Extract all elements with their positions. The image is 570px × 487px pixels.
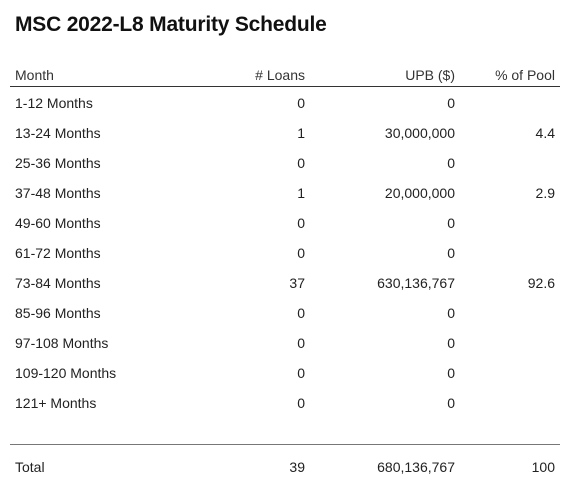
cell-loans: 37 [289, 275, 305, 291]
column-header-pct: % of Pool [495, 67, 555, 83]
cell-month: 37-48 Months [15, 185, 101, 201]
cell-month: 1-12 Months [15, 95, 93, 111]
table-row: 109-120 Months 0 0 [10, 358, 560, 388]
cell-month: 97-108 Months [15, 335, 109, 351]
cell-month: 121+ Months [15, 395, 97, 411]
cell-upb: 0 [447, 245, 455, 261]
column-header-loans: # Loans [255, 67, 305, 83]
page-title: MSC 2022-L8 Maturity Schedule [15, 13, 327, 36]
cell-pct: 4.4 [535, 125, 555, 141]
cell-loans: 0 [297, 395, 305, 411]
cell-upb: 0 [447, 305, 455, 321]
cell-pct: 92.6 [527, 275, 555, 291]
table-row: 13-24 Months 1 30,000,000 4.4 [10, 118, 560, 148]
cell-month: 49-60 Months [15, 215, 101, 231]
cell-pct: 2.9 [535, 185, 555, 201]
cell-loans: 0 [297, 335, 305, 351]
cell-upb: 20,000,000 [384, 185, 455, 201]
cell-loans: 0 [297, 305, 305, 321]
cell-month: 61-72 Months [15, 245, 101, 261]
table-row: 61-72 Months 0 0 [10, 238, 560, 268]
table-total-row: Total 39 680,136,767 100 [10, 444, 560, 487]
cell-month: 109-120 Months [15, 365, 117, 381]
total-upb: 680,136,767 [377, 459, 455, 475]
table-row: 97-108 Months 0 0 [10, 328, 560, 358]
table-row: 73-84 Months 37 630,136,767 92.6 [10, 268, 560, 298]
table-row: 37-48 Months 1 20,000,000 2.9 [10, 178, 560, 208]
table-row: 1-12 Months 0 0 [10, 88, 560, 118]
column-header-upb: UPB ($) [405, 67, 455, 83]
maturity-table: Month # Loans UPB ($) % of Pool 1-12 Mon… [10, 64, 560, 487]
table-row: 25-36 Months 0 0 [10, 148, 560, 178]
table-body: 1-12 Months 0 0 13-24 Months 1 30,000,00… [10, 87, 560, 418]
total-label: Total [15, 459, 45, 475]
table-row: 121+ Months 0 0 [10, 388, 560, 418]
cell-loans: 0 [297, 95, 305, 111]
column-header-month: Month [15, 67, 54, 83]
cell-month: 13-24 Months [15, 125, 101, 141]
cell-loans: 0 [297, 155, 305, 171]
cell-month: 73-84 Months [15, 275, 101, 291]
cell-upb: 0 [447, 335, 455, 351]
cell-loans: 0 [297, 245, 305, 261]
table-header: Month # Loans UPB ($) % of Pool [10, 64, 560, 87]
cell-loans: 0 [297, 365, 305, 381]
cell-month: 85-96 Months [15, 305, 101, 321]
cell-upb: 0 [447, 395, 455, 411]
total-loans: 39 [289, 459, 305, 475]
total-pct: 100 [531, 459, 555, 475]
table-row: 85-96 Months 0 0 [10, 298, 560, 328]
cell-loans: 1 [297, 125, 305, 141]
cell-upb: 30,000,000 [384, 125, 455, 141]
cell-month: 25-36 Months [15, 155, 101, 171]
table-row: 49-60 Months 0 0 [10, 208, 560, 238]
cell-upb: 0 [447, 365, 455, 381]
cell-loans: 1 [297, 185, 305, 201]
cell-upb: 0 [447, 155, 455, 171]
cell-upb: 0 [447, 215, 455, 231]
cell-loans: 0 [297, 215, 305, 231]
cell-upb: 630,136,767 [377, 275, 455, 291]
table-spacer [10, 418, 560, 444]
cell-upb: 0 [447, 95, 455, 111]
